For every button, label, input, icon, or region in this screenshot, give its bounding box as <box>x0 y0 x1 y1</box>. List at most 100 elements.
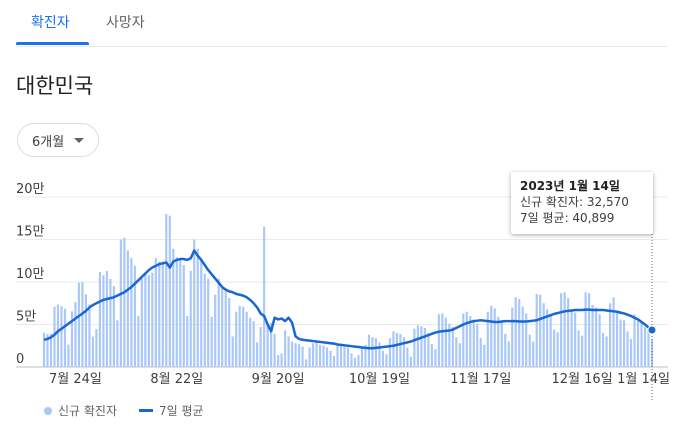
legend-bars-label: 신규 확진자 <box>58 404 118 418</box>
bar <box>629 338 633 367</box>
bar <box>53 306 56 367</box>
bar <box>308 347 311 367</box>
bar <box>605 336 608 367</box>
bar <box>546 309 549 367</box>
chart-legend: 신규 확진자 7일 평균 <box>44 402 204 419</box>
bar <box>636 318 640 367</box>
bar <box>469 316 472 367</box>
bar <box>518 299 521 367</box>
bar <box>528 334 531 367</box>
bar <box>402 337 405 367</box>
x-tick-label: 1월 14일 <box>617 372 670 387</box>
bar <box>137 316 140 367</box>
bar <box>102 275 105 367</box>
bar <box>210 316 213 367</box>
bar <box>626 331 629 367</box>
bar <box>588 293 591 367</box>
y-tick-label: 20만 <box>16 182 45 197</box>
bar <box>70 311 74 367</box>
bar <box>532 341 535 367</box>
tab-deaths[interactable]: 사망자 <box>106 15 145 31</box>
bar <box>74 302 77 367</box>
bar <box>441 313 444 367</box>
bar <box>584 292 587 367</box>
bar <box>367 334 371 367</box>
bar <box>214 294 217 367</box>
bar <box>60 306 63 367</box>
bar <box>434 349 437 367</box>
legend-line-icon <box>139 409 154 412</box>
bar <box>273 333 276 367</box>
bar <box>77 282 81 367</box>
bar <box>315 341 318 367</box>
x-tick-label: 9월 20일 <box>252 372 305 387</box>
bar <box>189 270 192 367</box>
legend-line-label: 7일 평균 <box>159 404 204 418</box>
bar <box>462 313 465 367</box>
bar <box>175 257 178 367</box>
bar <box>622 320 626 367</box>
bar <box>615 310 619 367</box>
bar <box>633 314 636 367</box>
bar <box>154 258 157 367</box>
bar <box>437 314 440 367</box>
bar <box>231 336 234 367</box>
bar <box>200 260 203 367</box>
bar <box>63 308 67 367</box>
bar <box>318 344 322 367</box>
bar <box>291 341 294 367</box>
bar <box>280 353 283 367</box>
legend-dot-icon <box>44 406 52 415</box>
bar <box>221 287 224 367</box>
bar <box>392 331 395 367</box>
bar <box>207 278 210 367</box>
x-tick-label: 7월 24일 <box>49 372 102 387</box>
bar <box>650 339 654 367</box>
bar <box>458 343 461 367</box>
tooltip-date: 2023년 1월 14일 <box>520 179 620 193</box>
bar <box>591 304 594 367</box>
bar <box>256 342 259 367</box>
bar <box>42 332 46 367</box>
bar <box>427 333 430 367</box>
bar <box>640 322 643 367</box>
bar <box>535 293 538 367</box>
cases-chart[interactable]: 0 5만 10만 15만 20만 7월 24일 8월 22일 9월 20일 10월 19일 11… <box>0 170 683 402</box>
bar <box>395 333 399 367</box>
period-select[interactable]: 6개월 <box>17 123 100 157</box>
bar <box>525 313 528 367</box>
bar <box>553 329 556 367</box>
tab-cases[interactable]: 확진자 <box>31 15 70 31</box>
bar <box>577 330 580 367</box>
bar <box>416 325 419 367</box>
bar <box>144 273 147 367</box>
line-series <box>43 249 657 350</box>
bar <box>140 276 143 367</box>
bar <box>608 303 612 367</box>
bar <box>311 343 315 367</box>
x-tick-label: 11월 17일 <box>450 372 511 387</box>
bar <box>259 327 262 367</box>
bar <box>406 347 409 367</box>
bar <box>336 344 339 367</box>
bar <box>242 306 245 367</box>
bar <box>598 314 601 367</box>
bar <box>420 326 423 367</box>
bar <box>346 347 350 367</box>
bar <box>472 319 475 367</box>
x-tick-label: 12월 16일 <box>552 372 613 387</box>
bar <box>270 322 273 367</box>
bar <box>500 321 503 367</box>
tab-bar: 확진자 사망자 <box>16 0 668 47</box>
bar <box>168 215 171 367</box>
bar <box>179 258 182 367</box>
bar <box>193 239 196 367</box>
y-tick-label: 10만 <box>16 267 45 282</box>
bar <box>353 357 357 367</box>
bar <box>350 353 353 367</box>
bar <box>343 345 346 367</box>
bar <box>486 311 489 367</box>
bar <box>126 250 129 367</box>
y-tick-label: 5만 <box>16 310 36 325</box>
bar <box>105 271 108 367</box>
